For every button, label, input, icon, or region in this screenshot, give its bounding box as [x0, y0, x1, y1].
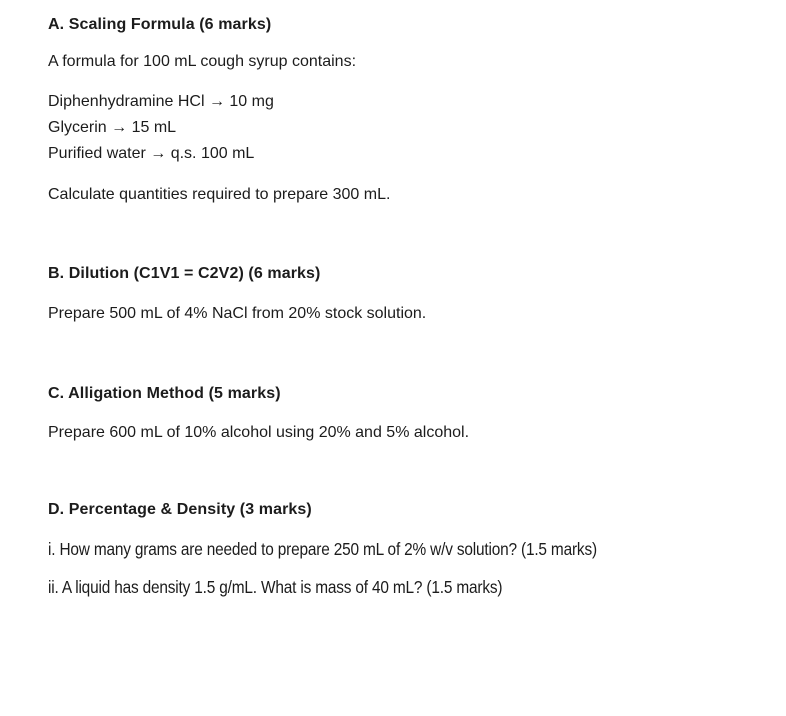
section-c-task: Prepare 600 mL of 10% alcohol using 20% …	[48, 424, 470, 441]
formula-line-purified-water: Purified water → q.s. 100 mL	[48, 145, 255, 162]
section-d-item-1: i. How many grams are needed to prepare …	[48, 539, 597, 559]
formula-line-glycerin: Glycerin → 15 mL	[48, 119, 177, 136]
formula-line-diphenhydramine: Diphenhydramine HCl → 10 mg	[48, 93, 274, 110]
section-a-intro: A formula for 100 mL cough syrup contain…	[48, 53, 357, 70]
section-d-heading: D. Percentage & Density (3 marks)	[48, 501, 312, 518]
section-b-task: Prepare 500 mL of 4% NaCl from 20% stock…	[48, 305, 427, 322]
section-a-heading: A. Scaling Formula (6 marks)	[48, 16, 272, 33]
section-d-item-2: ii. A liquid has density 1.5 g/mL. What …	[48, 577, 503, 597]
section-b-heading: B. Dilution (C1V1 = C2V2) (6 marks)	[48, 265, 321, 282]
section-c-heading: C. Alligation Method (5 marks)	[48, 385, 281, 402]
section-a-task: Calculate quantities required to prepare…	[48, 186, 391, 203]
section-a-formula-list: Diphenhydramine HCl → 10 mg Glycerin → 1…	[48, 89, 274, 167]
